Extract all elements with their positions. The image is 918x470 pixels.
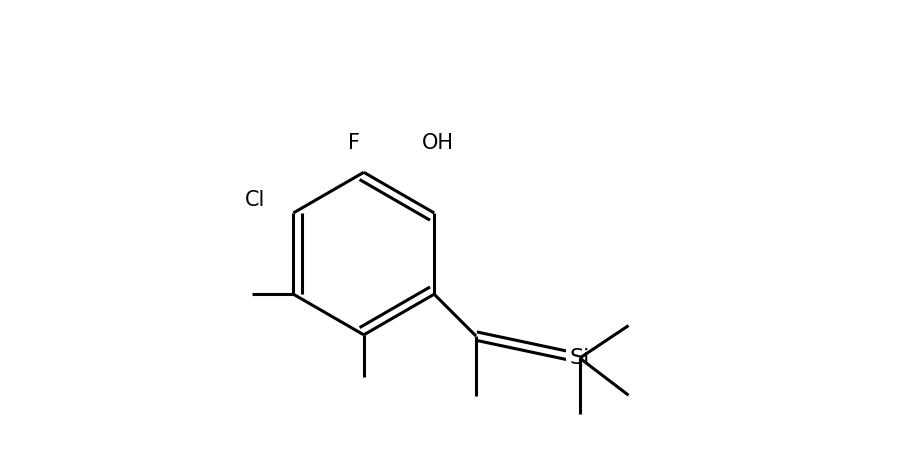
Text: F: F <box>349 133 361 153</box>
Text: OH: OH <box>422 133 454 153</box>
Text: Si: Si <box>569 348 590 368</box>
Text: Cl: Cl <box>244 190 265 210</box>
